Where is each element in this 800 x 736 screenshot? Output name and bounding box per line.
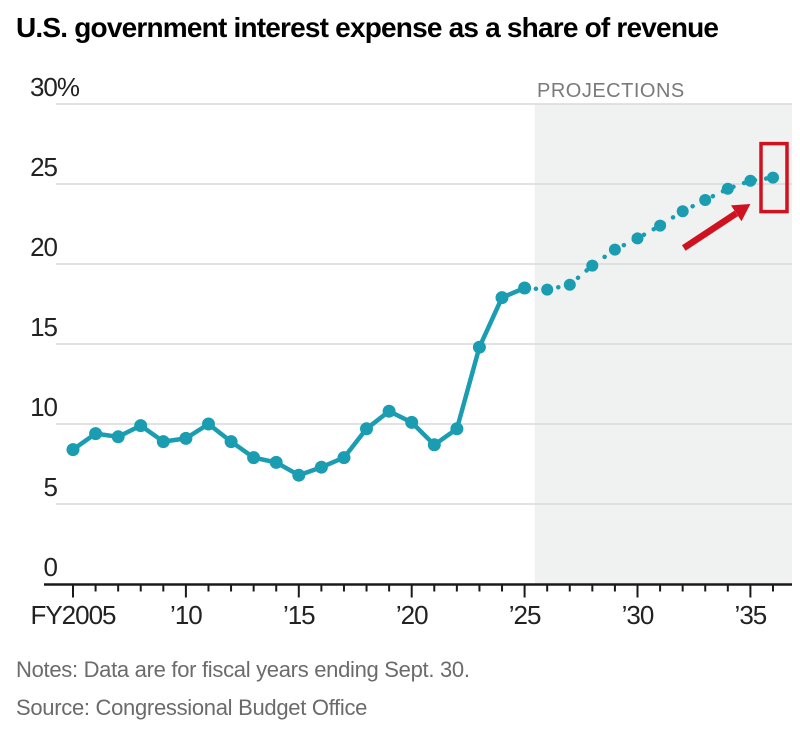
y-axis-label-0: 0 [44,552,58,582]
projections-point-2027 [563,278,576,291]
chart-title: U.S. government interest expense as a sh… [16,12,719,43]
projections-point-2035 [744,174,757,187]
historical-point-2022 [450,422,464,436]
x-axis-label-2035: ’35 [735,600,767,630]
historical-line [70,285,527,478]
historical-point-2009 [156,435,170,449]
historical-point-2005 [66,443,80,457]
y-axis-label-20: 20 [30,232,57,262]
historical-point-2015 [292,468,306,482]
historical-point-2012 [224,435,238,449]
projections-point-2031 [654,219,667,232]
historical-point-2020 [405,415,419,429]
y-axis-label-30: 30% [30,72,80,102]
chart-source: Source: Congressional Budget Office [16,695,368,720]
x-axis-label-2015: ’15 [283,600,315,630]
historical-point-2013 [247,451,261,465]
historical-point-2006 [89,427,103,441]
highlight-box-annotation [759,141,789,214]
chart-notes: Notes: Data are for fiscal years ending … [16,657,470,682]
red-arrow-shaft [681,210,739,251]
x-axis-label-2005: FY2005 [30,600,116,630]
y-axis-label-5: 5 [44,472,58,502]
red-arrow-head [731,204,751,222]
projections-point-2034 [721,182,734,195]
x-axis-label-2030: ’30 [622,600,654,630]
projections-point-2025 [518,282,531,294]
projections-point-2029 [608,243,621,256]
historical-point-2014 [269,455,283,469]
historical-point-2024 [495,291,509,305]
projections-point-2032 [676,205,689,218]
projections-point-2030 [631,232,644,245]
historical-point-2018 [360,422,373,436]
y-axis-label-15: 15 [30,312,57,342]
x-axis-label-2025: ’25 [509,600,541,630]
projections-label: PROJECTIONS [537,80,685,102]
x-axis-label-2010: ’10 [170,600,202,630]
historical-point-2021 [427,438,441,452]
historical-point-2010 [179,431,193,445]
y-axis-label-25: 25 [30,152,57,182]
y-axis-label-10: 10 [30,392,57,422]
historical-point-2023 [472,340,486,354]
historical-point-2007 [111,430,125,444]
historical-point-2019 [382,404,396,418]
projections-point-2033 [699,194,712,206]
historical-point-2017 [337,451,351,465]
projections-point-2036 [767,171,779,184]
historical-point-2011 [202,417,215,431]
historical-point-2008 [134,419,148,433]
projections-point-2028 [586,259,599,272]
historical-point-2016 [314,460,328,474]
projections-point-2026 [541,283,554,296]
x-axis-label-2020: ’20 [396,600,428,630]
